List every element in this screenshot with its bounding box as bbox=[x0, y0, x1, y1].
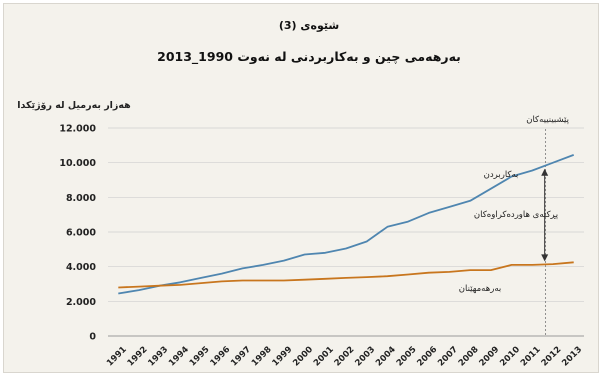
x-tick-label: 2011 bbox=[519, 345, 543, 369]
gap-label: پڕکتەی هاوردەکراوەکان bbox=[474, 210, 559, 220]
x-tick-label: 1995 bbox=[188, 345, 212, 369]
x-tick-label: 2006 bbox=[415, 345, 439, 369]
series-line-consumption bbox=[118, 154, 575, 295]
x-tick-label: 1992 bbox=[126, 345, 150, 369]
x-tick-label: 1991 bbox=[105, 345, 129, 369]
forecast-label: پێشبینییەکان bbox=[526, 115, 569, 125]
x-tick-label: 1997 bbox=[229, 345, 253, 369]
series-label-consumption: بەکاربردن bbox=[484, 170, 519, 180]
gap-arrow bbox=[541, 168, 549, 262]
y-tick-label: 6.000 bbox=[66, 228, 96, 239]
x-tick-label: 1993 bbox=[146, 345, 170, 369]
x-tick-label: 2012 bbox=[540, 345, 564, 369]
x-tick-label: 2005 bbox=[395, 345, 419, 369]
x-tick-labels: 1991199219931994199519961997199819992000… bbox=[105, 345, 584, 369]
x-tick-label: 1999 bbox=[271, 345, 295, 369]
y-tick-label: 2.000 bbox=[66, 297, 96, 308]
line-chart: شێوەی (3) بەرهەمی چین و بەکاربردنی لە نە… bbox=[17, 19, 584, 369]
x-tick-label: 2010 bbox=[498, 345, 522, 369]
x-tick-label: 1994 bbox=[167, 345, 191, 369]
chart-frame: شێوەی (3) بەرهەمی چین و بەکاربردنی لە نە… bbox=[3, 3, 599, 373]
x-tick-label: 1996 bbox=[209, 345, 233, 369]
series-line-production bbox=[118, 261, 574, 289]
chart-title: بەرهەمی چین و بەکاربردنی لە نەوت 1990_20… bbox=[157, 49, 461, 65]
y-tick-labels: 0 2.000 4.000 6.000 8.000 10.000 12.000 bbox=[59, 124, 96, 343]
x-tick-label: 2013 bbox=[560, 345, 584, 369]
x-tick-label: 2007 bbox=[436, 345, 460, 369]
y-tick-label: 0 bbox=[89, 332, 96, 343]
gap-arrow-head-top bbox=[541, 168, 549, 176]
x-tick-label: 2004 bbox=[374, 345, 398, 369]
figure-label: شێوەی (3) bbox=[279, 19, 339, 32]
x-tick-label: 2008 bbox=[457, 345, 481, 369]
y-tick-label: 12.000 bbox=[59, 124, 96, 135]
y-tick-label: 10.000 bbox=[59, 158, 96, 169]
x-tick-label: 2000 bbox=[291, 345, 315, 369]
y-axis-label: هەزار بەرمیل لە رۆژێکدا bbox=[17, 100, 131, 111]
y-tick-label: 8.000 bbox=[66, 193, 96, 204]
x-tick-label: 2009 bbox=[478, 345, 502, 369]
series-lines bbox=[118, 154, 575, 295]
grid-lines bbox=[108, 127, 584, 337]
gap-arrow-head-bottom bbox=[541, 254, 549, 262]
series-label-production: بەرهەمهێنان bbox=[459, 284, 502, 294]
x-tick-label: 2002 bbox=[333, 345, 357, 369]
x-tick-label: 1998 bbox=[250, 345, 274, 369]
y-tick-label: 4.000 bbox=[66, 262, 96, 273]
x-tick-label: 2001 bbox=[312, 345, 336, 369]
x-tick-label: 2003 bbox=[353, 345, 377, 369]
